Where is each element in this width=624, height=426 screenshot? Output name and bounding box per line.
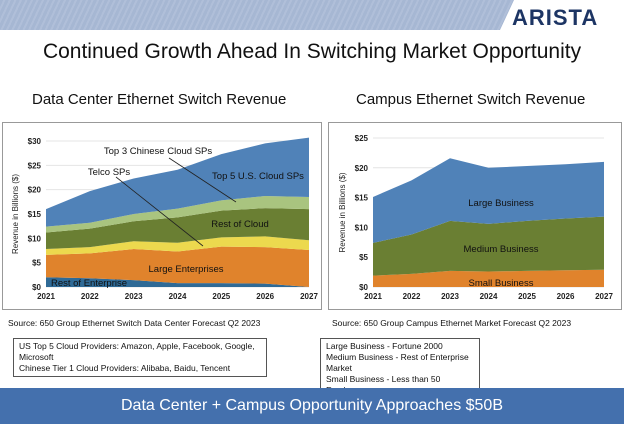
x-tick-label: 2023 — [125, 292, 143, 301]
campus-source: Source: 650 Group Campus Ethernet Market… — [332, 318, 572, 328]
series-label: Telco SPs — [88, 167, 130, 178]
y-tick-label: $25 — [355, 134, 369, 143]
note-line: Chinese Tier 1 Cloud Providers: Alibaba,… — [19, 363, 231, 373]
area-large-enterprises — [46, 246, 309, 287]
dc-note-box: US Top 5 Cloud Providers: Amazon, Apple,… — [13, 338, 267, 377]
campus-chart: $0 $5 $10 $15 $20 $25 2021 2022 2023 2024 2025 2026… — [338, 134, 613, 301]
x-tick-label: 2024 — [480, 292, 498, 301]
note-line: Large Business - Fortune 2000 — [326, 341, 443, 351]
logo-area — [500, 0, 624, 30]
footer-banner: Data Center + Campus Opportunity Approac… — [0, 388, 624, 424]
area-medium-business — [373, 216, 604, 276]
x-tick-label: 2021 — [364, 292, 382, 301]
y-tick-label: $10 — [355, 223, 369, 232]
x-tick-label: 2027 — [595, 292, 613, 301]
y-tick-label: $20 — [355, 164, 369, 173]
area-top-5-u-s-cloud-sps — [46, 137, 309, 227]
y-tick-label: $15 — [355, 194, 369, 203]
x-tick-label: 2021 — [37, 292, 55, 301]
x-tick-label: 2025 — [212, 292, 230, 301]
leader-line — [168, 157, 237, 203]
series-label: Medium Business — [464, 244, 539, 255]
y-tick-label: $0 — [32, 283, 41, 292]
area-telco-sps — [46, 236, 309, 255]
series-label: Top 5 U.S. Cloud SPs — [212, 171, 304, 182]
y-tick-label: $20 — [28, 186, 42, 195]
dc-source: Source: 650 Group Ethernet Switch Data C… — [8, 318, 261, 328]
dc-chart: $0 $5 $10 $15 $20 $25 $30 2021 2022 2023 2024 2025 2… — [11, 137, 318, 301]
y-tick-label: $30 — [28, 137, 42, 146]
note-line: Medium Business - Rest of Enterprise Mar… — [326, 352, 469, 373]
x-tick-label: 2027 — [300, 292, 318, 301]
area-small-business — [373, 269, 604, 287]
campus-chart-frame: $0 $5 $10 $15 $20 $25 2021 2022 2023 2024 2025 2026… — [328, 122, 622, 310]
y-tick-label: $25 — [28, 161, 42, 170]
y-tick-label: $10 — [28, 234, 42, 243]
arista-logo: ARISTA — [512, 5, 599, 30]
x-tick-label: 2026 — [256, 292, 274, 301]
x-tick-label: 2022 — [403, 292, 421, 301]
series-label: Large Enterprises — [149, 264, 224, 275]
dc-chart-title: Data Center Ethernet Switch Revenue — [32, 91, 287, 108]
y-axis-label: Revenue in Billions ($) — [11, 174, 20, 254]
y-tick-label: $5 — [359, 253, 368, 262]
slide-title: Continued Growth Ahead In Switching Mark… — [42, 40, 582, 63]
area-top-3-chinese-cloud-sps — [46, 195, 309, 233]
leader-line — [115, 176, 204, 247]
series-label: Large Business — [468, 198, 534, 209]
x-tick-label: 2025 — [518, 292, 536, 301]
series-label: Rest of Enterprise — [51, 278, 127, 289]
y-tick-label: $15 — [28, 210, 42, 219]
note-line: US Top 5 Cloud Providers: Amazon, Apple,… — [19, 341, 255, 362]
x-tick-label: 2026 — [557, 292, 575, 301]
y-tick-label: $0 — [359, 283, 368, 292]
x-tick-label: 2023 — [441, 292, 459, 301]
area-rest-of-cloud — [46, 208, 309, 250]
x-tick-label: 2022 — [81, 292, 99, 301]
dc-chart-frame: $0 $5 $10 $15 $20 $25 $30 2021 2022 2023 2024 2025 2… — [2, 122, 322, 310]
series-label: Top 3 Chinese Cloud SPs — [104, 146, 213, 157]
y-tick-label: $5 — [32, 259, 41, 268]
x-tick-label: 2024 — [169, 292, 187, 301]
series-label: Rest of Cloud — [211, 219, 269, 230]
y-axis-label: Revenue in Billions ($) — [338, 172, 347, 252]
campus-chart-title: Campus Ethernet Switch Revenue — [356, 91, 586, 108]
series-label: Small Business — [469, 278, 534, 289]
area-rest-of-enterprise — [46, 277, 309, 287]
area-large-business — [373, 158, 604, 243]
